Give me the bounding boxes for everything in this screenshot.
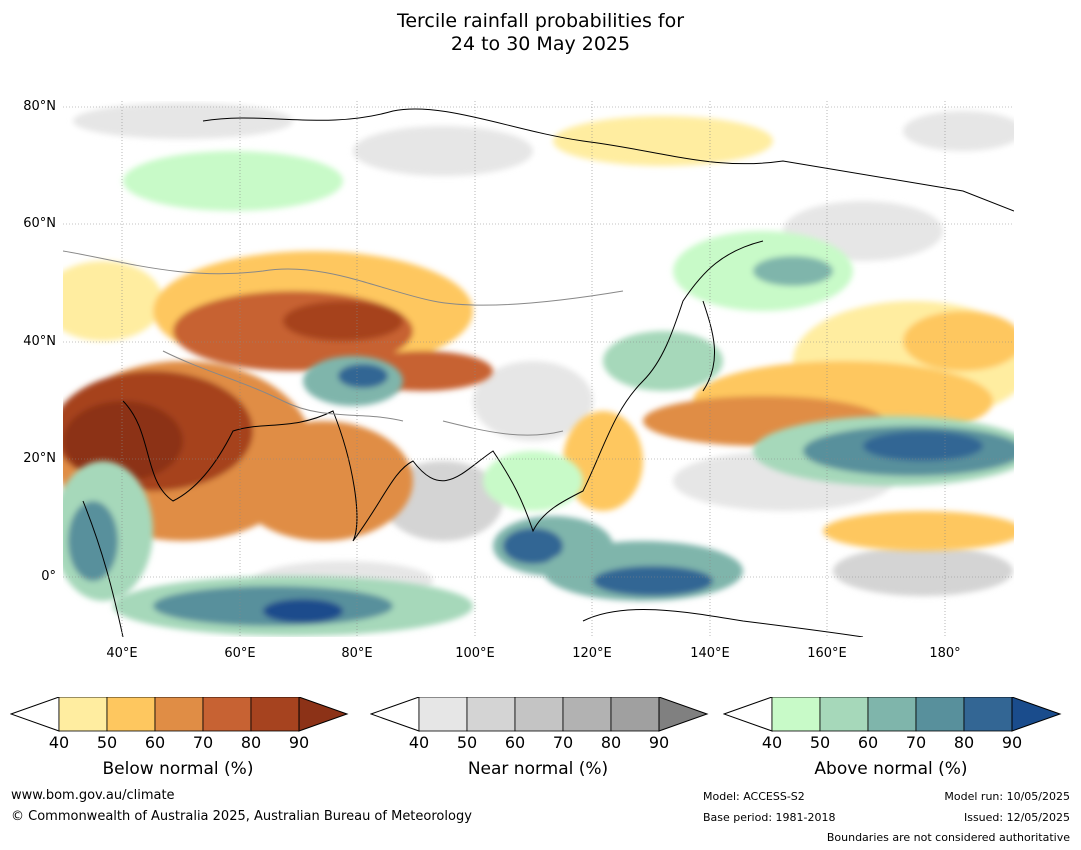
colorbar-swatch bbox=[202, 697, 252, 732]
lon-label-60e: 60°E bbox=[224, 646, 256, 661]
lon-label-180: 180° bbox=[929, 646, 961, 661]
colorbar-swatch bbox=[867, 697, 917, 732]
colorbar-swatch bbox=[466, 697, 516, 732]
below-normal-tick-60: 60 bbox=[144, 733, 166, 752]
colorbar-swatch bbox=[963, 697, 1013, 732]
below-normal-extend-low bbox=[10, 697, 60, 732]
above-normal-tick-90: 90 bbox=[1001, 733, 1023, 752]
near-normal-tick-40: 40 bbox=[408, 733, 430, 752]
colorbar-swatch bbox=[819, 697, 869, 732]
map-title-line2: 24 to 30 May 2025 bbox=[450, 33, 631, 55]
map-canvas bbox=[63, 101, 1014, 637]
model-name: Model: ACCESS-S2 bbox=[703, 790, 805, 803]
colorbar-swatch bbox=[418, 697, 468, 732]
lon-label-80e: 80°E bbox=[341, 646, 373, 661]
rainfall-probability-map bbox=[63, 101, 1014, 637]
near-normal-tick-90: 90 bbox=[648, 733, 670, 752]
near-normal-tick-60: 60 bbox=[504, 733, 526, 752]
lon-label-100e: 100°E bbox=[455, 646, 495, 661]
near-normal-tick-50: 50 bbox=[456, 733, 478, 752]
colorbar-swatch bbox=[915, 697, 965, 732]
boundaries-disclaimer: Boundaries are not considered authoritat… bbox=[826, 831, 1070, 844]
map-title-line1: Tercile rainfall probabilities for bbox=[396, 10, 685, 32]
lon-label-120e: 120°E bbox=[572, 646, 612, 661]
base-period: Base period: 1981-2018 bbox=[703, 811, 836, 824]
above-normal-extend-high bbox=[1011, 697, 1062, 732]
below-normal-extend-high bbox=[298, 697, 349, 732]
near-normal-extend-low bbox=[370, 697, 420, 732]
below-normal-tick-70: 70 bbox=[192, 733, 214, 752]
above-normal-colorbar bbox=[723, 697, 1062, 732]
colorbar-swatch bbox=[154, 697, 204, 732]
colorbar-swatch bbox=[106, 697, 156, 732]
near-normal-tick-70: 70 bbox=[552, 733, 574, 752]
coastlines bbox=[82, 108, 1014, 637]
above-normal-tick-60: 60 bbox=[857, 733, 879, 752]
colorbar-swatch bbox=[514, 697, 564, 732]
above-normal-tick-40: 40 bbox=[761, 733, 783, 752]
colorbar-swatch bbox=[610, 697, 660, 732]
above-normal-tick-50: 50 bbox=[809, 733, 831, 752]
above-normal-regions bbox=[63, 151, 1014, 636]
colorbar-swatch bbox=[58, 697, 108, 732]
below-normal-tick-50: 50 bbox=[96, 733, 118, 752]
near-normal-colorbar bbox=[370, 697, 709, 732]
lon-label-40e: 40°E bbox=[106, 646, 138, 661]
colorbar-swatch bbox=[562, 697, 612, 732]
lat-label-40n: 40°N bbox=[23, 334, 56, 349]
above-normal-tick-70: 70 bbox=[905, 733, 927, 752]
above-normal-title: Above normal (%) bbox=[814, 759, 968, 779]
issued-date: Issued: 12/05/2025 bbox=[963, 811, 1070, 824]
below-normal-colorbar bbox=[10, 697, 349, 732]
copyright-notice: © Commonwealth of Australia 2025, Austra… bbox=[11, 809, 472, 824]
near-normal-tick-80: 80 bbox=[600, 733, 622, 752]
lon-label-140e: 140°E bbox=[690, 646, 730, 661]
colorbar-swatch bbox=[250, 697, 300, 732]
below-normal-tick-80: 80 bbox=[240, 733, 262, 752]
lon-label-160e: 160°E bbox=[807, 646, 847, 661]
above-normal-extend-low bbox=[723, 697, 773, 732]
website-link[interactable]: www.bom.gov.au/climate bbox=[11, 788, 175, 803]
lat-label-20n: 20°N bbox=[23, 451, 56, 466]
country-borders bbox=[63, 250, 624, 436]
lat-label-0: 0° bbox=[41, 569, 56, 584]
near-normal-title: Near normal (%) bbox=[467, 759, 609, 779]
above-normal-tick-80: 80 bbox=[953, 733, 975, 752]
below-normal-tick-40: 40 bbox=[48, 733, 70, 752]
graticule bbox=[63, 101, 1014, 637]
near-normal-extend-high bbox=[658, 697, 709, 732]
lat-label-80n: 80°N bbox=[23, 99, 56, 114]
below-normal-tick-90: 90 bbox=[288, 733, 310, 752]
model-run-date: Model run: 10/05/2025 bbox=[944, 790, 1070, 803]
lat-label-60n: 60°N bbox=[23, 216, 56, 231]
below-normal-title: Below normal (%) bbox=[102, 759, 254, 779]
colorbar-swatch bbox=[771, 697, 821, 732]
